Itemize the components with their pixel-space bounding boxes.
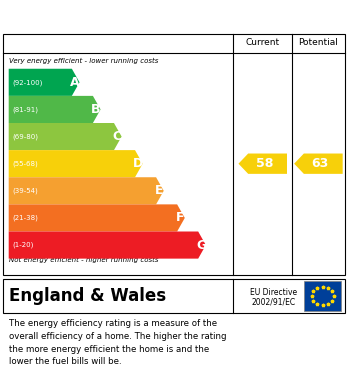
Text: The energy efficiency rating is a measure of the
overall efficiency of a home. T: The energy efficiency rating is a measur…	[9, 319, 226, 366]
Text: 63: 63	[311, 157, 329, 170]
Text: 58: 58	[255, 157, 273, 170]
Text: (21-38): (21-38)	[12, 215, 38, 221]
Bar	[304, 281, 341, 311]
Polygon shape	[9, 177, 164, 204]
Polygon shape	[238, 154, 287, 174]
Polygon shape	[9, 204, 185, 231]
Text: F: F	[176, 212, 184, 224]
Text: Potential: Potential	[299, 38, 338, 47]
Text: G: G	[196, 239, 206, 251]
Polygon shape	[294, 154, 343, 174]
Polygon shape	[9, 96, 101, 123]
Text: Energy Efficiency Rating: Energy Efficiency Rating	[9, 9, 219, 23]
Text: (81-91): (81-91)	[12, 106, 38, 113]
Text: E: E	[155, 184, 164, 197]
Text: Not energy efficient - higher running costs: Not energy efficient - higher running co…	[9, 257, 158, 263]
Text: Very energy efficient - lower running costs: Very energy efficient - lower running co…	[9, 58, 158, 64]
Text: (69-80): (69-80)	[12, 133, 38, 140]
Text: B: B	[91, 103, 101, 116]
Text: (1-20): (1-20)	[12, 242, 33, 248]
Text: A: A	[70, 76, 80, 89]
Polygon shape	[9, 69, 79, 96]
Text: (39-54): (39-54)	[12, 188, 38, 194]
Polygon shape	[9, 150, 143, 177]
Text: Current: Current	[246, 38, 280, 47]
Text: (55-68): (55-68)	[12, 160, 38, 167]
Polygon shape	[9, 123, 122, 150]
Text: C: C	[112, 130, 121, 143]
Text: 2002/91/EC: 2002/91/EC	[251, 297, 295, 306]
Text: D: D	[133, 157, 143, 170]
Polygon shape	[9, 231, 206, 258]
Text: EU Directive: EU Directive	[250, 288, 297, 297]
Text: (92-100): (92-100)	[12, 79, 42, 86]
Text: England & Wales: England & Wales	[9, 287, 166, 305]
